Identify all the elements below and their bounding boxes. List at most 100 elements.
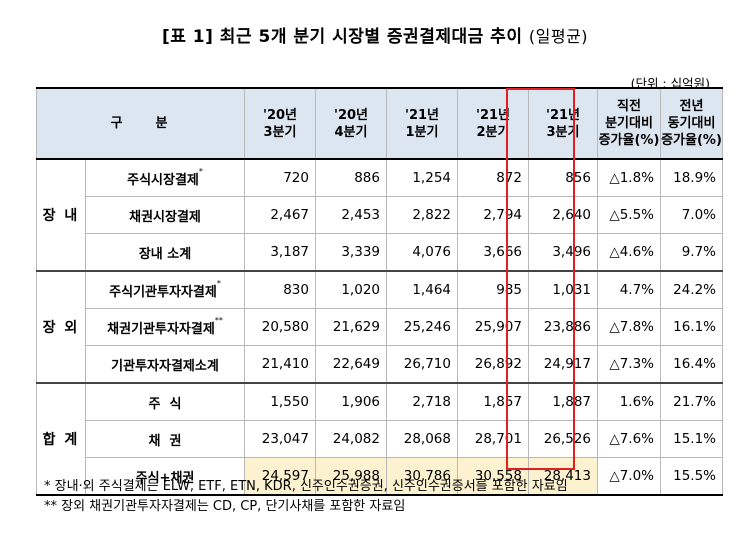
cell: 28,701 xyxy=(457,420,529,458)
cell: 720 xyxy=(244,158,316,197)
table-row: 합 계 주 식 1,550 1,906 2,718 1,857 1,887 1.… xyxy=(36,382,723,496)
cell-qoq: △7.3% xyxy=(597,345,661,384)
row-label: 채권기관투자자결제** xyxy=(85,308,245,346)
cell-yoy: 16.4% xyxy=(660,345,723,384)
cell: 22,649 xyxy=(315,345,387,384)
cell: 2,640 xyxy=(528,196,598,234)
cell-yoy: 15.1% xyxy=(660,420,723,458)
table-row: 채권시장결제 2,467 2,453 2,822 2,794 2,640 △5.… xyxy=(37,196,723,234)
table-row: 장 외 주식기관투자자결제* 830 1,020 1,464 985 1,031… xyxy=(36,270,723,384)
cell: 30,786 xyxy=(386,457,458,496)
header-period: '21년 1분기 xyxy=(386,87,458,160)
table-row: 장 내 주식시장결제* 720 886 1,254 872 856 △1.8% … xyxy=(36,158,723,272)
header-category: 구 분 xyxy=(36,87,245,160)
table-row: 채 권 23,047 24,082 28,068 28,701 26,526 △… xyxy=(37,420,723,458)
cell: 872 xyxy=(457,158,529,197)
cell: 2,718 xyxy=(386,382,458,421)
header-period: '21년 2분기 xyxy=(457,87,529,160)
cell-yoy: 16.1% xyxy=(660,308,723,346)
cell: 1,464 xyxy=(386,270,458,309)
table-row: 기관투자자결제소계 21,410 22,649 26,710 26,892 24… xyxy=(37,345,723,384)
cell: 23,047 xyxy=(244,420,316,458)
row-label: 주 식 xyxy=(85,382,245,421)
cell: 1,857 xyxy=(457,382,529,421)
cell: 26,892 xyxy=(457,345,529,384)
cell: 21,410 xyxy=(244,345,316,384)
table-row-total: 주식+채권 24,597 25,988 30,786 30,558 28,413… xyxy=(37,457,723,496)
cell: 26,710 xyxy=(386,345,458,384)
table-row: 장내 소계 3,187 3,339 4,076 3,666 3,496 △4.6… xyxy=(37,233,723,272)
cell: 1,020 xyxy=(315,270,387,309)
cell: 23,886 xyxy=(528,308,598,346)
cell-qoq: △7.0% xyxy=(597,457,661,496)
cell: 2,453 xyxy=(315,196,387,234)
footnotes: * 장내·외 주식결제는 ELW, ETF, ETN, KDR, 신주인수권증권… xyxy=(44,477,568,517)
row-label: 주식기관투자자결제* xyxy=(85,270,245,309)
header-yoy: 전년 동기대비 증가율(%) xyxy=(660,87,723,160)
cell-qoq: △7.6% xyxy=(597,420,661,458)
footnote: ** 장외 채권기관투자자결제는 CD, CP, 단기사채를 포함한 자료임 xyxy=(44,499,406,514)
cell: 3,496 xyxy=(528,233,598,272)
row-label: 채권시장결제 xyxy=(85,196,245,234)
header-qoq: 직전 분기대비 증가율(%) xyxy=(597,87,661,160)
cell-yoy: 18.9% xyxy=(660,158,723,197)
cell: 24,597 xyxy=(244,457,316,496)
cell-qoq: 4.7% xyxy=(597,270,661,309)
cell: 3,339 xyxy=(315,233,387,272)
footnote: * 장내·외 주식결제는 ELW, ETF, ETN, KDR, 신주인수권증권… xyxy=(44,479,568,494)
cell: 20,580 xyxy=(244,308,316,346)
table-header: 구 분 '20년 3분기 '20년 4분기 '21년 1분기 '21년 2분기 '21년… xyxy=(36,87,723,160)
cell: 3,666 xyxy=(457,233,529,272)
row-label: 채 권 xyxy=(85,420,245,458)
group-label: 장 내 xyxy=(36,158,86,272)
cell: 1,887 xyxy=(528,382,598,421)
cell-yoy: 7.0% xyxy=(660,196,723,234)
cell: 26,526 xyxy=(528,420,598,458)
cell-qoq: 1.6% xyxy=(597,382,661,421)
cell-yoy: 21.7% xyxy=(660,382,723,421)
cell: 24,082 xyxy=(315,420,387,458)
unit-label: (단위 : 십억원) xyxy=(630,76,710,91)
cell: 25,246 xyxy=(386,308,458,346)
cell: 985 xyxy=(457,270,529,309)
cell: 830 xyxy=(244,270,316,309)
cell: 1,254 xyxy=(386,158,458,197)
cell: 25,907 xyxy=(457,308,529,346)
cell-yoy: 9.7% xyxy=(660,233,723,272)
cell: 856 xyxy=(528,158,598,197)
table-body: 장 내 주식시장결제* 720 886 1,254 872 856 △1.8% … xyxy=(36,158,723,496)
cell: 25,988 xyxy=(315,457,387,496)
cell: 1,906 xyxy=(315,382,387,421)
row-label: 주식시장결제* xyxy=(85,158,245,197)
cell: 3,187 xyxy=(244,233,316,272)
cell: 1,031 xyxy=(528,270,598,309)
cell: 1,550 xyxy=(244,382,316,421)
cell: 2,467 xyxy=(244,196,316,234)
settlement-table: 구 분 '20년 3분기 '20년 4분기 '21년 1분기 '21년 2분기 '21년… xyxy=(36,87,723,496)
cell: 24,917 xyxy=(528,345,598,384)
cell: 30,558 xyxy=(457,457,529,496)
cell: 2,794 xyxy=(457,196,529,234)
cell: 21,629 xyxy=(315,308,387,346)
title-main: [표 1] 최근 5개 분기 시장별 증권결제대금 추이 xyxy=(161,27,523,47)
group-label: 장 외 xyxy=(36,270,86,384)
table-row: 채권기관투자자결제** 20,580 21,629 25,246 25,907 … xyxy=(37,308,723,346)
cell-qoq: △5.5% xyxy=(597,196,661,234)
cell: 4,076 xyxy=(386,233,458,272)
cell-qoq: △1.8% xyxy=(597,158,661,197)
cell-yoy: 24.2% xyxy=(660,270,723,309)
header-period: '20년 4분기 xyxy=(315,87,387,160)
row-label: 주식+채권 xyxy=(85,457,245,496)
cell: 28,068 xyxy=(386,420,458,458)
header-period: '20년 3분기 xyxy=(244,87,316,160)
cell-qoq: △7.8% xyxy=(597,308,661,346)
header-period: '21년 3분기 xyxy=(528,87,598,160)
cell-qoq: △4.6% xyxy=(597,233,661,272)
row-label: 기관투자자결제소계 xyxy=(85,345,245,384)
cell: 886 xyxy=(315,158,387,197)
table-title: [표 1] 최근 5개 분기 시장별 증권결제대금 추이 (일평균) xyxy=(0,22,750,47)
cell-yoy: 15.5% xyxy=(660,457,723,496)
cell: 2,822 xyxy=(386,196,458,234)
row-label: 장내 소계 xyxy=(85,233,245,272)
cell: 28,413 xyxy=(528,457,598,496)
